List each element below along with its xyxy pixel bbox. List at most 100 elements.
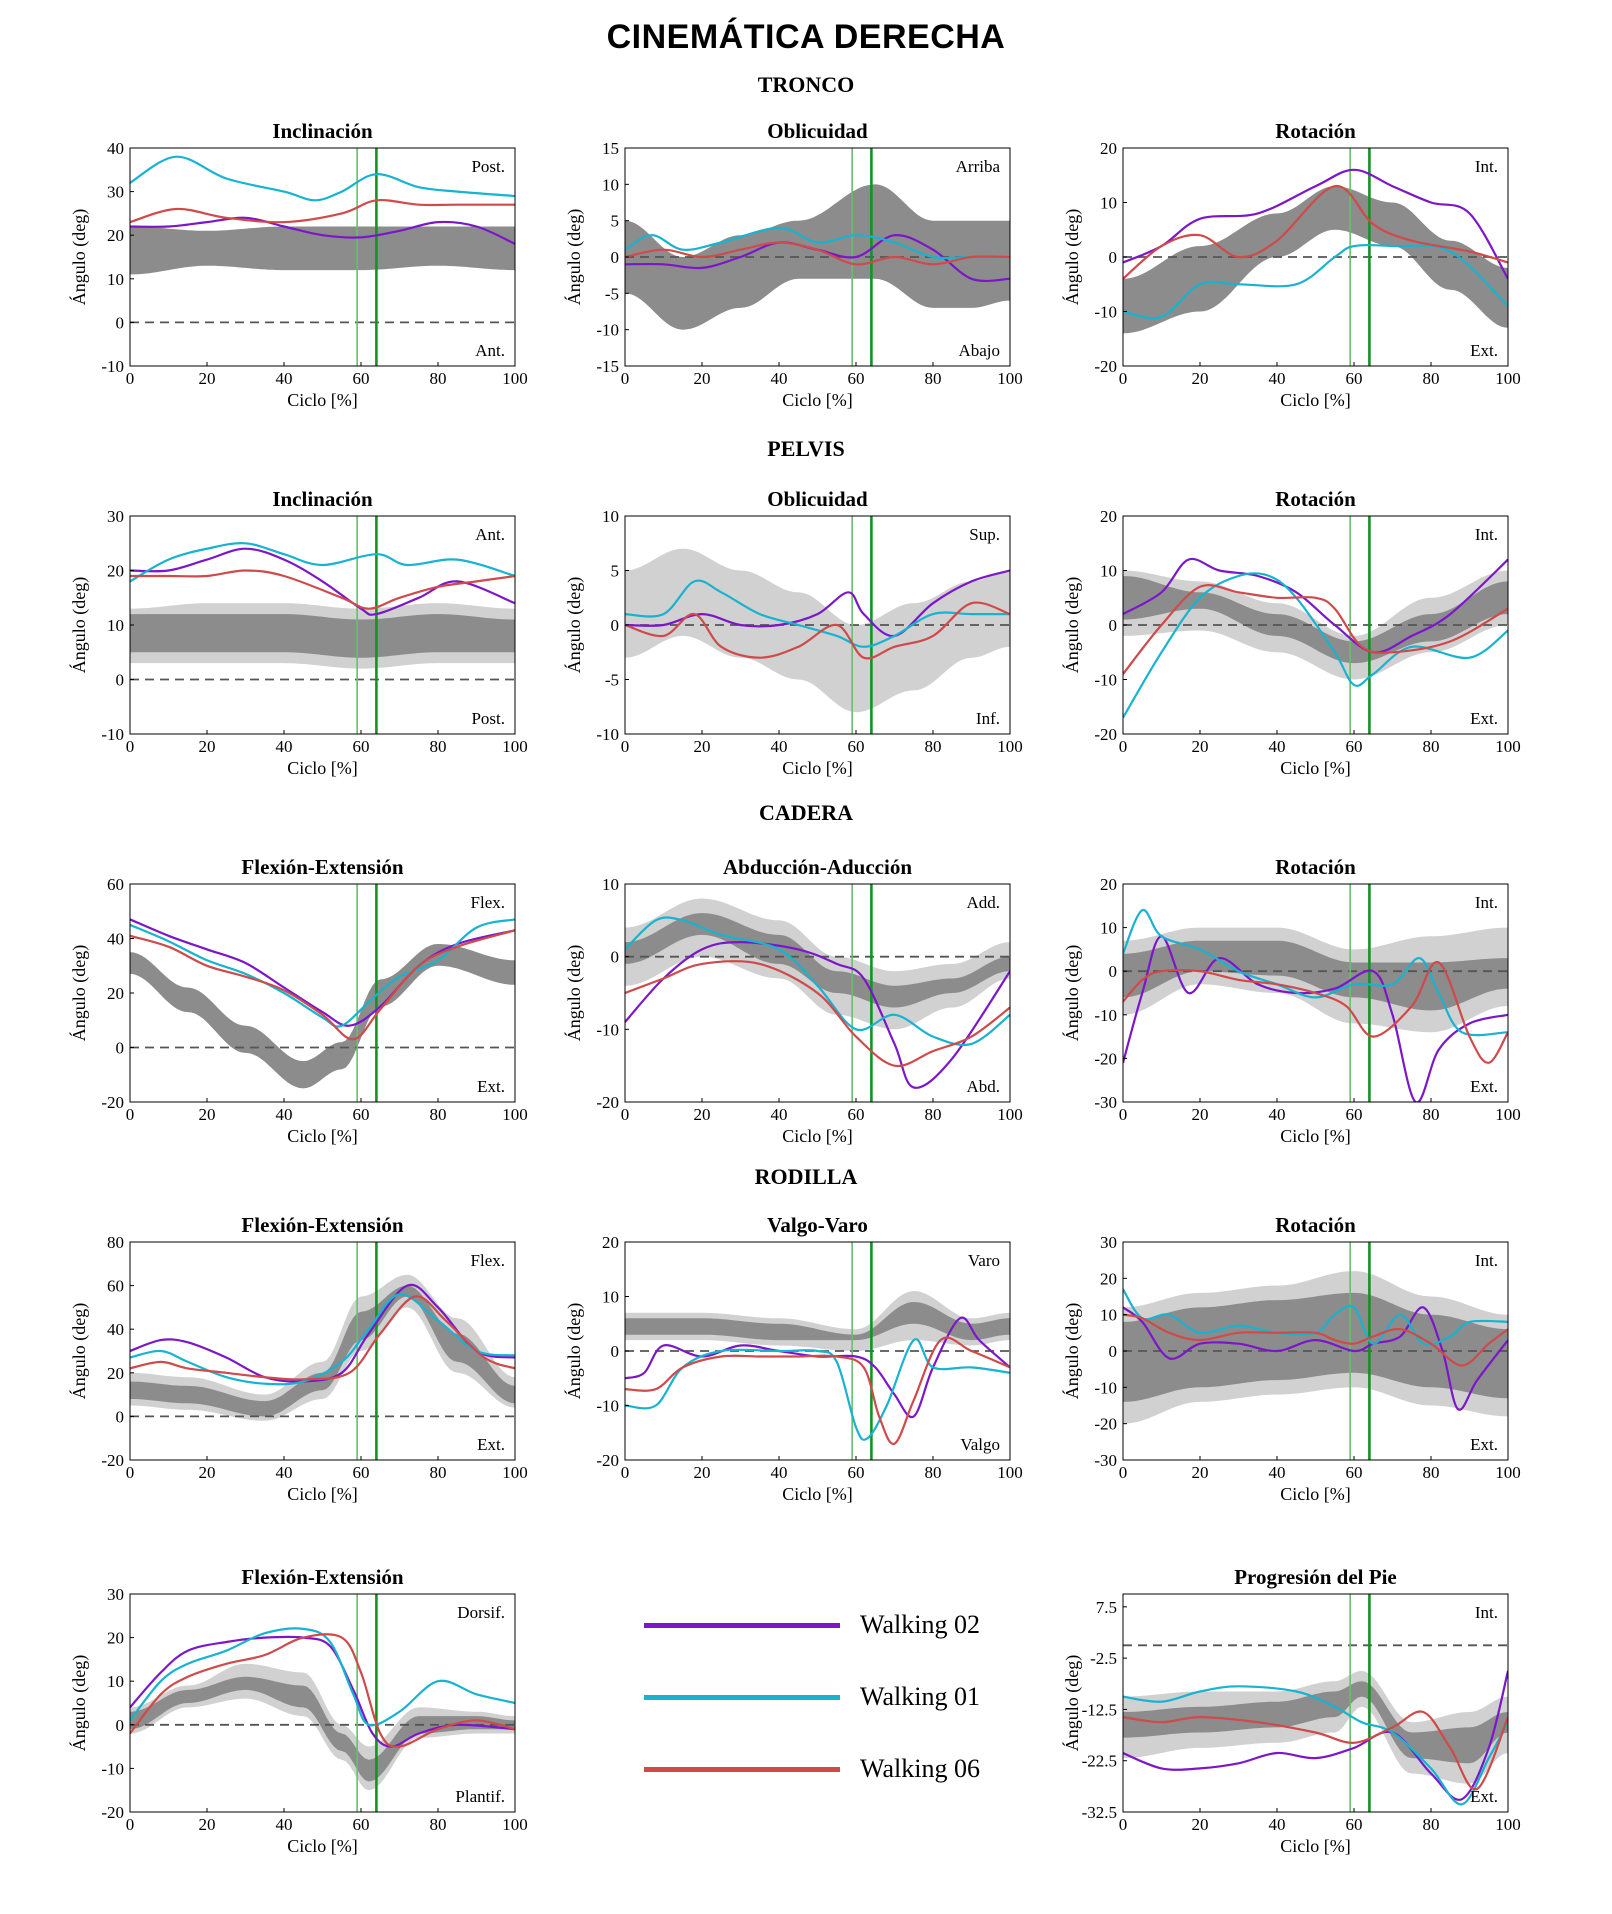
normal-band-dark [625,1302,1010,1341]
x-axis-label: Ciclo [%] [782,1126,852,1146]
chart-panel-5: Oblicuidad 0 20 40 60 80 100 -10 -5 0 5 10 Ciclo [%]… [555,476,1030,794]
plot-area [130,516,515,734]
series-line-walking-01 [625,226,1010,260]
annotation-top: Int. [1475,525,1498,544]
x-tick-label: 40 [771,1463,788,1482]
annotation-bottom: Ext. [1470,1787,1498,1806]
series-line-walking-06 [1123,1710,1508,1791]
plot-frame [624,883,1011,1103]
x-tick-label: 60 [1346,1105,1363,1124]
legend: Walking 02 Walking 01 Walking 06 [640,1610,1020,1810]
y-axis-label: Ángulo (deg) [563,209,585,305]
annotation-bottom: Ext. [1470,341,1498,360]
annotation-top: Add. [966,893,1000,912]
y-axis-label: Ángulo (deg) [1061,1303,1083,1399]
x-tick-label: 100 [997,1463,1023,1482]
series-line-walking-06 [130,569,515,610]
x-tick-label: 40 [276,1105,293,1124]
y-tick-label: 10 [1100,562,1117,581]
annotation-bottom: Plantif. [455,1787,505,1806]
y-tick-label: 0 [116,671,125,690]
x-tick-label: 80 [925,737,942,756]
y-tick-label: 30 [107,1585,124,1604]
chart-title: Inclinación [272,487,373,511]
chart-svg-8: Abducción-Aducción 0 20 40 60 80 100 -20 -10 0 10 C… [563,855,1023,1146]
y-tick-label: -10 [1094,303,1117,322]
chart-plot-group: Rotación 0 20 40 60 80 100 -30 -20 -10 0 10 20 Ciclo … [1061,855,1521,1146]
series-line-walking-01 [1123,243,1508,320]
y-tick-label: 5 [611,212,620,231]
x-tick-label: 0 [126,369,135,388]
annotation-bottom: Valgo [960,1435,1000,1454]
y-tick-label: 80 [107,1233,124,1252]
y-axis-label: Ángulo (deg) [1061,577,1083,673]
plot-area [625,884,1010,1102]
chart-plot-group: Progresión del Pie 0 20 40 60 80 100 -32.5 -22.5… [1061,1565,1521,1856]
y-tick-label: 0 [116,1039,125,1058]
y-tick-label: 20 [107,984,124,1003]
series-line-walking-06 [130,929,515,1041]
y-tick-label: 0 [116,1716,125,1735]
chart-title: Oblicuidad [767,119,868,143]
x-tick-label: 40 [771,737,788,756]
y-tick-label: -10 [1094,671,1117,690]
page-title: CINEMÁTICA DERECHA [606,18,1006,56]
series-line-walking-06 [130,1633,515,1748]
series-line-walking-06 [625,960,1010,1068]
series-line-walking-06 [1123,961,1508,1064]
normal-band-dark [130,1676,515,1782]
annotation-top: Post. [471,157,505,176]
y-tick-label: 10 [107,270,124,289]
plot-area [1123,1594,1508,1812]
series-line-walking-02 [625,569,1010,638]
chart-panel-10: Flexión-Extensión 0 20 40 60 80 100 -20 0 20 40 60 8… [60,1202,535,1520]
y-tick-label: 0 [1109,1342,1118,1361]
section-title-pelvis: PELVIS [767,436,845,461]
annotation-bottom: Post. [471,709,505,728]
x-tick-label: 100 [502,1815,528,1834]
series-line-walking-01 [1123,1685,1508,1806]
x-tick-label: 100 [997,1105,1023,1124]
normal-band-dark [625,184,1010,330]
x-tick-label: 100 [1495,369,1521,388]
y-tick-label: 30 [107,507,124,526]
y-tick-label: -10 [101,1759,124,1778]
x-tick-label: 20 [694,737,711,756]
series-line-walking-02 [1123,1306,1508,1411]
normal-band-light [130,1274,515,1421]
chart-panel-11: Valgo-Varo 0 20 40 60 80 100 -20 -10 0 10 20 Ciclo [… [555,1202,1030,1520]
x-tick-label: 100 [1495,1105,1521,1124]
series-line-walking-06 [130,198,515,224]
annotation-bottom: Ext. [1470,709,1498,728]
chart-plot-group: Oblicuidad 0 20 40 60 80 100 -10 -5 0 5 10 Ciclo [%]… [563,487,1023,778]
chart-panel-2: Oblicuidad 0 20 40 60 80 100 -15 -10 -5 0 5 10 15 Cicl… [555,108,1030,426]
x-tick-label: 40 [771,1105,788,1124]
x-tick-label: 40 [276,1815,293,1834]
annotation-top: Flex. [471,893,505,912]
chart-svg-12: Rotación 0 20 40 60 80 100 -30 -20 -10 0 10 20 30 Cicl… [1061,1213,1521,1504]
y-tick-label: 0 [611,616,620,635]
annotation-top: Sup. [969,525,1000,544]
x-axis-label: Ciclo [%] [1280,758,1350,778]
plot-area [625,1242,1010,1460]
y-tick-label: -10 [101,725,124,744]
x-tick-label: 40 [771,369,788,388]
y-tick-label: 20 [107,226,124,245]
y-tick-label: 20 [1100,507,1117,526]
x-tick-label: 80 [430,737,447,756]
chart-plot-group: Valgo-Varo 0 20 40 60 80 100 -20 -10 0 10 20 Ciclo [… [563,1213,1023,1504]
x-tick-label: 0 [1119,737,1128,756]
chart-title: Oblicuidad [767,487,868,511]
y-tick-label: 10 [602,1288,619,1307]
x-tick-label: 80 [430,1105,447,1124]
plot-area [130,884,515,1102]
y-tick-label: -32.5 [1082,1803,1117,1822]
chart-title: Rotación [1275,1213,1356,1237]
x-tick-label: 100 [997,737,1023,756]
plot-area [625,148,1010,366]
normal-band-dark [625,913,1010,1008]
chart-svg-3: Rotación 0 20 40 60 80 100 -20 -10 0 10 20 Ciclo [%]… [1061,119,1521,410]
y-tick-label: -10 [1094,1378,1117,1397]
chart-svg-2: Oblicuidad 0 20 40 60 80 100 -15 -10 -5 0 5 10 15 Cicl… [563,119,1023,410]
